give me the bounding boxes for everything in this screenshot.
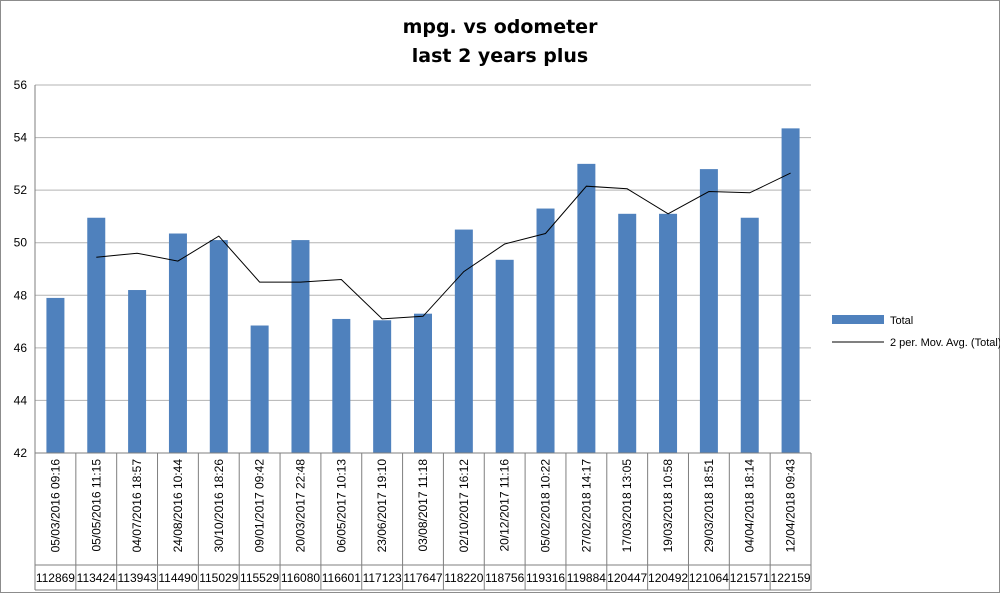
bar xyxy=(740,217,759,453)
odometer-label: 115529 xyxy=(240,571,279,585)
y-axis-ticks: 42 44 46 48 50 52 54 56 xyxy=(14,78,28,460)
odometer-label: 118220 xyxy=(444,571,483,585)
x-axis-labels: 05/03/2016 09:16 05/05/2016 11:15 04/07/20… xyxy=(36,459,811,585)
odometer-label: 117123 xyxy=(363,571,402,585)
chart-subtitle: last 2 years plus xyxy=(412,45,589,67)
moving-average-line xyxy=(96,172,791,320)
x-tick-label: 12/04/2018 09:43 xyxy=(784,459,798,553)
odometer-label: 118756 xyxy=(485,571,524,585)
odometer-label: 113943 xyxy=(118,571,157,585)
legend-swatch-total xyxy=(832,315,884,324)
moving-average-polyline xyxy=(96,172,791,320)
odometer-label: 116601 xyxy=(322,571,361,585)
gridlines xyxy=(35,84,811,401)
y-tick-label: 42 xyxy=(14,446,28,460)
y-tick-label: 48 xyxy=(14,288,28,302)
bar xyxy=(577,163,596,453)
legend-label-total: Total xyxy=(890,315,913,327)
x-tick-label: 03/08/2017 11:18 xyxy=(416,459,430,552)
axes xyxy=(34,85,812,591)
y-tick-label: 54 xyxy=(14,131,28,145)
odometer-label: 112869 xyxy=(36,571,75,585)
bar xyxy=(414,313,432,453)
x-tick-label: 30/10/2016 18:26 xyxy=(212,459,226,553)
x-tick-label: 23/06/2017 19:10 xyxy=(375,459,389,553)
odometer-label: 114490 xyxy=(158,571,197,585)
odometer-label: 120447 xyxy=(607,571,647,585)
bar xyxy=(128,290,147,453)
odometer-label: 120492 xyxy=(648,571,688,585)
x-tick-label: 02/10/2017 16:12 xyxy=(457,459,471,553)
legend-label-moving-average: 2 per. Mov. Avg. (Total) xyxy=(890,337,1000,349)
x-tick-label: 05/05/2016 11:15 xyxy=(89,459,103,552)
x-tick-label: 20/03/2017 22:48 xyxy=(293,459,307,553)
y-tick-label: 56 xyxy=(14,78,28,92)
bars xyxy=(46,128,800,453)
legend: Total 2 per. Mov. Avg. (Total) xyxy=(832,315,1000,349)
y-tick-label: 52 xyxy=(14,183,28,197)
x-tick-label: 04/04/2018 18:14 xyxy=(743,459,757,553)
chart-title: mpg. vs odometer xyxy=(403,16,599,38)
x-tick-label: 17/03/2018 13:05 xyxy=(620,459,634,553)
odometer-label: 122159 xyxy=(771,571,811,585)
x-tick-label: 27/02/2018 14:17 xyxy=(579,459,593,553)
x-tick-label: 04/07/2016 18:57 xyxy=(130,459,144,553)
x-tick-label: 29/03/2018 18:51 xyxy=(702,459,716,553)
x-tick-label: 20/12/2017 11:16 xyxy=(498,459,512,552)
x-tick-label: 06/05/2017 10:13 xyxy=(334,459,348,553)
y-tick-label: 50 xyxy=(14,236,28,250)
x-tick-label: 24/08/2016 10:44 xyxy=(171,459,185,553)
x-tick-label: 19/03/2018 10:58 xyxy=(661,459,675,553)
bar xyxy=(659,213,678,453)
bar xyxy=(46,297,65,453)
odometer-label: 115029 xyxy=(199,571,238,585)
x-tick-label: 09/01/2017 09:42 xyxy=(253,459,267,553)
y-tick-label: 44 xyxy=(14,393,28,407)
bar xyxy=(699,169,718,453)
odometer-label: 119316 xyxy=(526,571,565,585)
bar xyxy=(454,229,473,453)
x-tick-label: 05/03/2016 09:16 xyxy=(48,459,62,553)
bar xyxy=(495,259,514,453)
bar xyxy=(250,325,269,453)
odometer-label: 116080 xyxy=(281,571,320,585)
odometer-label: 113424 xyxy=(77,571,116,585)
bar xyxy=(209,240,228,453)
y-tick-label: 46 xyxy=(14,341,28,355)
bar xyxy=(781,128,800,453)
odometer-label: 119884 xyxy=(567,571,606,585)
odometer-label: 121064 xyxy=(689,571,729,585)
bar xyxy=(536,208,555,453)
odometer-label: 117647 xyxy=(403,571,442,585)
bar xyxy=(332,318,351,453)
bar xyxy=(291,240,310,453)
bar xyxy=(87,217,106,453)
bar xyxy=(618,213,637,453)
x-tick-label: 05/02/2018 10:22 xyxy=(539,459,553,553)
bar xyxy=(168,233,187,453)
odometer-label: 121571 xyxy=(730,571,770,585)
bar xyxy=(373,320,392,453)
